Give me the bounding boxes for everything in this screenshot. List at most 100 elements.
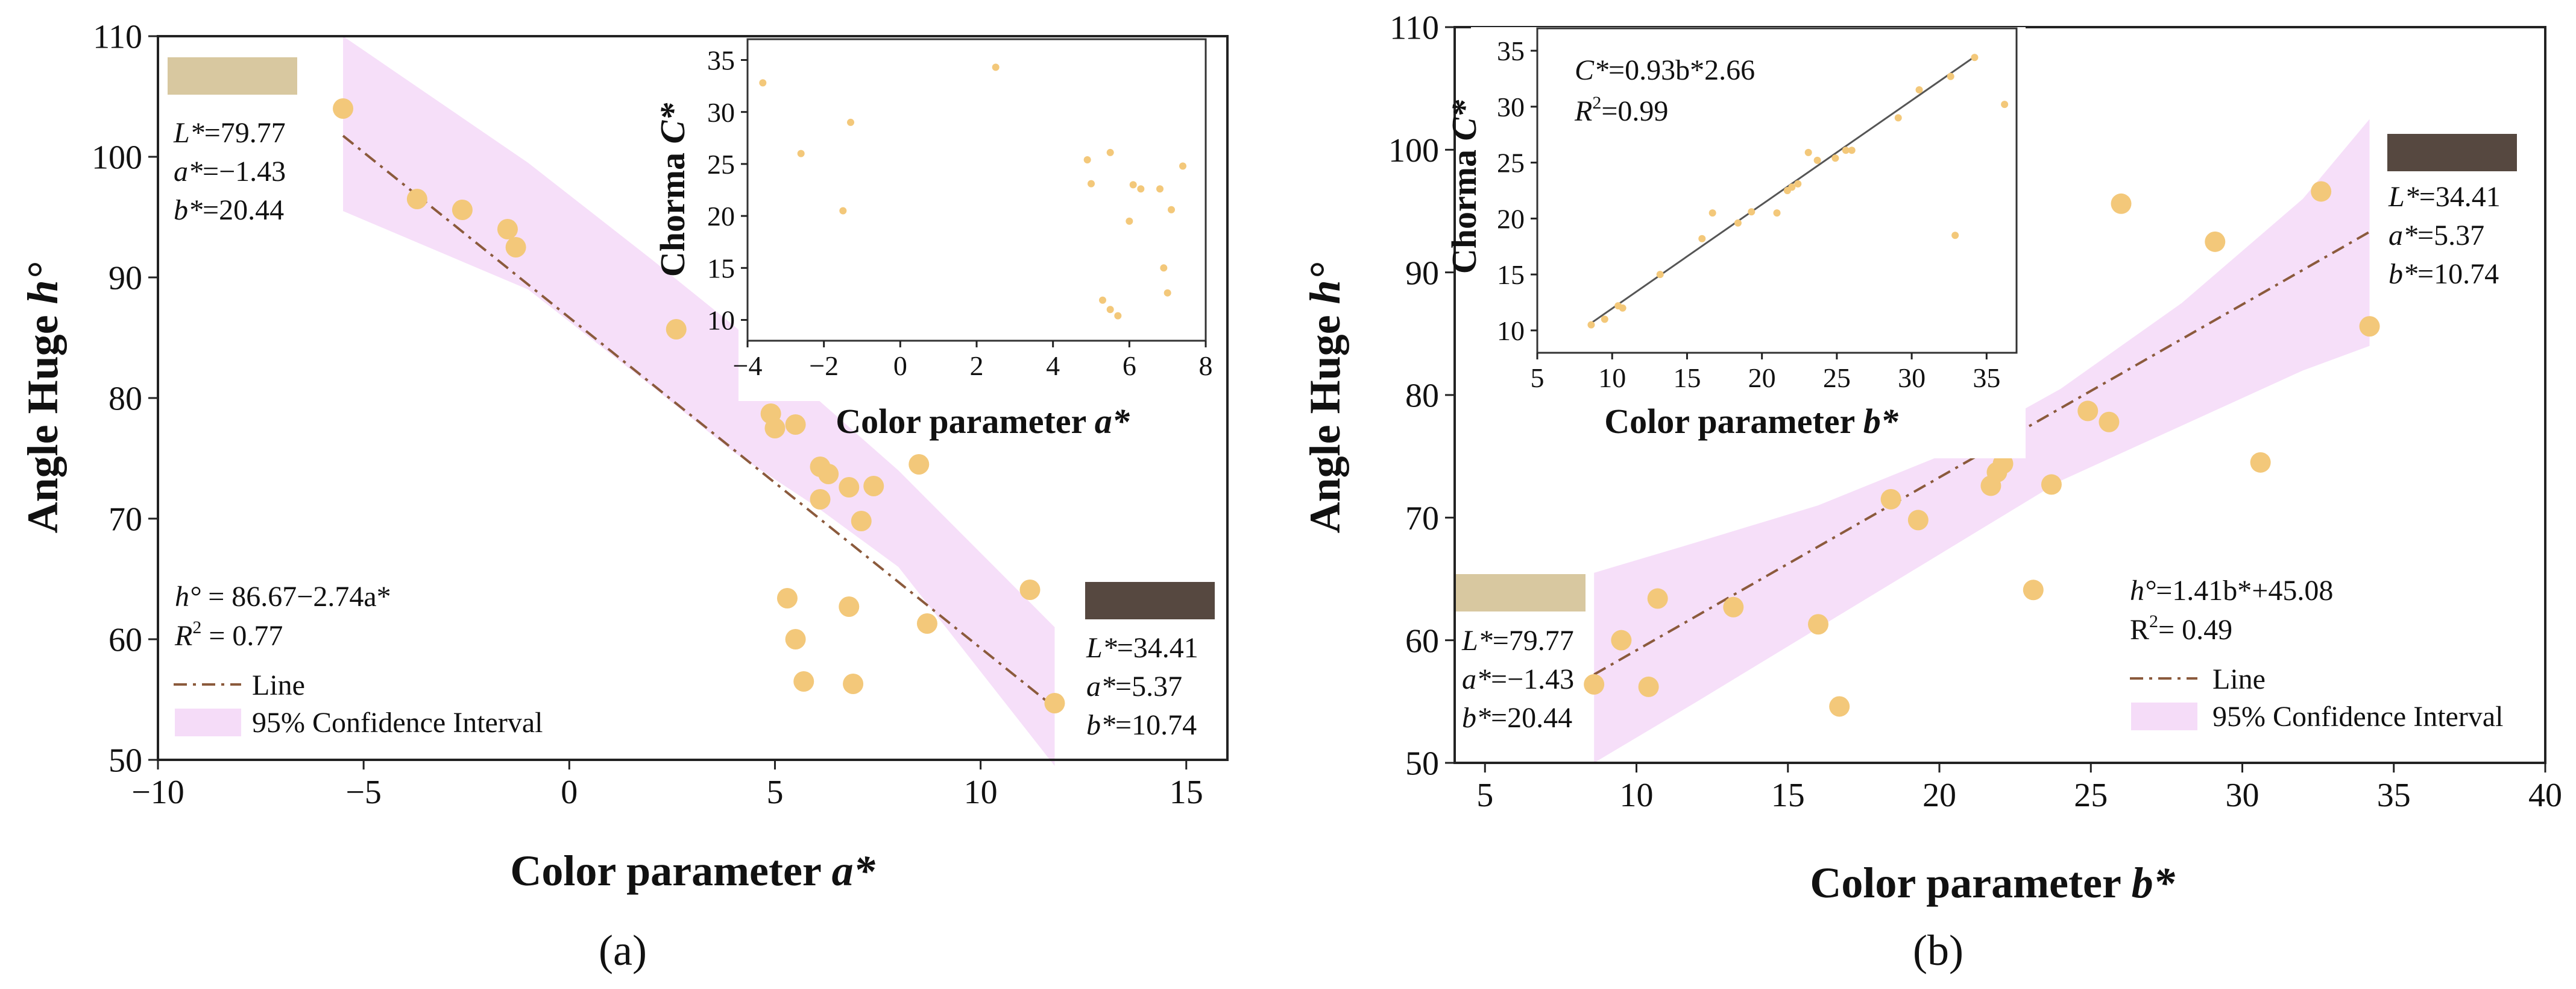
y-tick-label: 20 <box>1497 203 1525 234</box>
panel-label: (a) <box>599 926 647 975</box>
x-tick-label: 4 <box>1046 350 1060 381</box>
data-point <box>666 319 687 340</box>
x-tick-label: 20 <box>1748 362 1776 393</box>
dark-sample-swatch <box>2387 134 2517 171</box>
data-point <box>847 118 854 126</box>
data-point <box>452 200 473 220</box>
light-sample-b: b*=20.44 <box>174 194 284 226</box>
y-ticks: 50 60 70 80 90 100 110 <box>1388 10 1455 783</box>
data-point <box>1164 289 1171 297</box>
x-ticks: −10 −5 0 5 10 15 <box>131 760 1203 811</box>
y-tick-label: 30 <box>707 97 735 128</box>
data-point <box>2001 101 2009 109</box>
y-tick-label: 35 <box>1497 36 1525 66</box>
inset-data-points <box>1587 54 2009 329</box>
data-point <box>992 63 1000 71</box>
x-tick-label: 5 <box>1476 777 1493 814</box>
y-tick-label: 10 <box>1497 315 1525 346</box>
data-point <box>505 237 526 258</box>
data-point <box>776 588 798 608</box>
light-sample-a: a*=−1.43 <box>174 156 286 188</box>
data-point <box>2250 452 2271 473</box>
y-tick-label: 110 <box>93 19 142 56</box>
data-point <box>1099 296 1106 304</box>
data-point <box>1951 232 1959 239</box>
y-axis-label: Angle Huge h° <box>19 262 67 533</box>
legend-line-label: Line <box>252 669 305 701</box>
data-point <box>916 613 937 634</box>
inset-fit-line <box>1590 55 1976 324</box>
data-point <box>1992 453 2014 474</box>
light-sample-L: L*=79.77 <box>1461 625 1574 657</box>
data-point <box>1880 488 1901 510</box>
data-point <box>797 150 805 157</box>
data-point <box>764 418 786 438</box>
legend-band-swatch <box>175 709 241 736</box>
data-point <box>1831 154 1839 162</box>
x-tick-label: 0 <box>893 350 907 381</box>
panel-label: (b) <box>1913 926 1963 975</box>
data-point <box>406 189 427 209</box>
inset-frame <box>1536 27 2018 354</box>
fit-equation: h° = 86.67−2.74a* <box>175 581 391 613</box>
data-point <box>1848 147 1856 154</box>
data-point <box>839 207 847 215</box>
x-tick-label: 25 <box>1823 362 1851 393</box>
light-sample-b: b*=20.44 <box>1462 702 1572 734</box>
y-tick-label: 50 <box>1405 745 1439 783</box>
legend-band-label: 95% Confidence Interval <box>2212 701 2503 733</box>
y-tick-label: 100 <box>1388 132 1439 169</box>
data-point <box>810 489 831 510</box>
data-point <box>1601 315 1608 323</box>
data-point <box>1106 306 1114 314</box>
inset-data-points <box>759 63 1186 320</box>
data-point <box>1168 206 1175 213</box>
y-tick-label: 25 <box>707 149 735 180</box>
x-tick-label: −4 <box>733 350 763 381</box>
y-tick-label: 80 <box>1405 378 1439 415</box>
x-tick-label: 5 <box>766 774 783 811</box>
x-tick-label: 15 <box>1170 774 1203 811</box>
inset-x-axis-label: Color parameter b* <box>1604 402 1899 441</box>
x-tick-label: 8 <box>1199 350 1213 381</box>
data-point <box>2077 400 2099 422</box>
inset-background <box>738 38 1208 401</box>
data-point <box>1156 185 1164 193</box>
light-sample-L: L*=79.77 <box>173 117 286 149</box>
data-point <box>1638 676 1659 697</box>
data-point <box>839 596 860 617</box>
data-point <box>2099 411 2120 432</box>
y-tick-label: 80 <box>109 381 142 418</box>
legend-band-swatch <box>2131 703 2197 730</box>
data-point <box>2205 231 2226 252</box>
inset-x-ticks: −4 −2 0 2 4 6 8 <box>733 341 1213 381</box>
data-point <box>1947 72 1954 80</box>
data-point <box>1137 185 1145 193</box>
light-sample-swatch <box>168 57 297 95</box>
data-point <box>1734 219 1742 227</box>
data-point <box>1126 217 1133 225</box>
data-points <box>333 98 1065 713</box>
data-point <box>1915 86 1923 94</box>
y-tick-label: 50 <box>109 742 142 780</box>
x-axis-label: Color parameter a* <box>510 847 875 895</box>
x-ticks: 5 10 15 20 25 30 35 40 <box>1476 763 2562 814</box>
inset-fit-equation: C*=0.93b*2.66 <box>1575 54 1755 86</box>
x-tick-label: 35 <box>1973 362 2000 393</box>
y-tick-label: 20 <box>707 201 735 232</box>
r-squared: R2 = 0.77 <box>174 618 283 652</box>
x-tick-label: 10 <box>1620 777 1654 814</box>
data-point <box>863 476 884 496</box>
y-tick-label: 10 <box>707 305 735 336</box>
x-tick-label: 15 <box>1771 777 1805 814</box>
x-tick-label: 5 <box>1531 362 1545 393</box>
light-sample-swatch <box>1456 574 1586 611</box>
data-point <box>1813 156 1821 164</box>
y-tick-label: 35 <box>707 45 735 76</box>
data-point <box>1587 321 1595 329</box>
data-point <box>1584 674 1605 695</box>
x-tick-label: −10 <box>131 774 184 811</box>
x-tick-label: 0 <box>561 774 578 811</box>
